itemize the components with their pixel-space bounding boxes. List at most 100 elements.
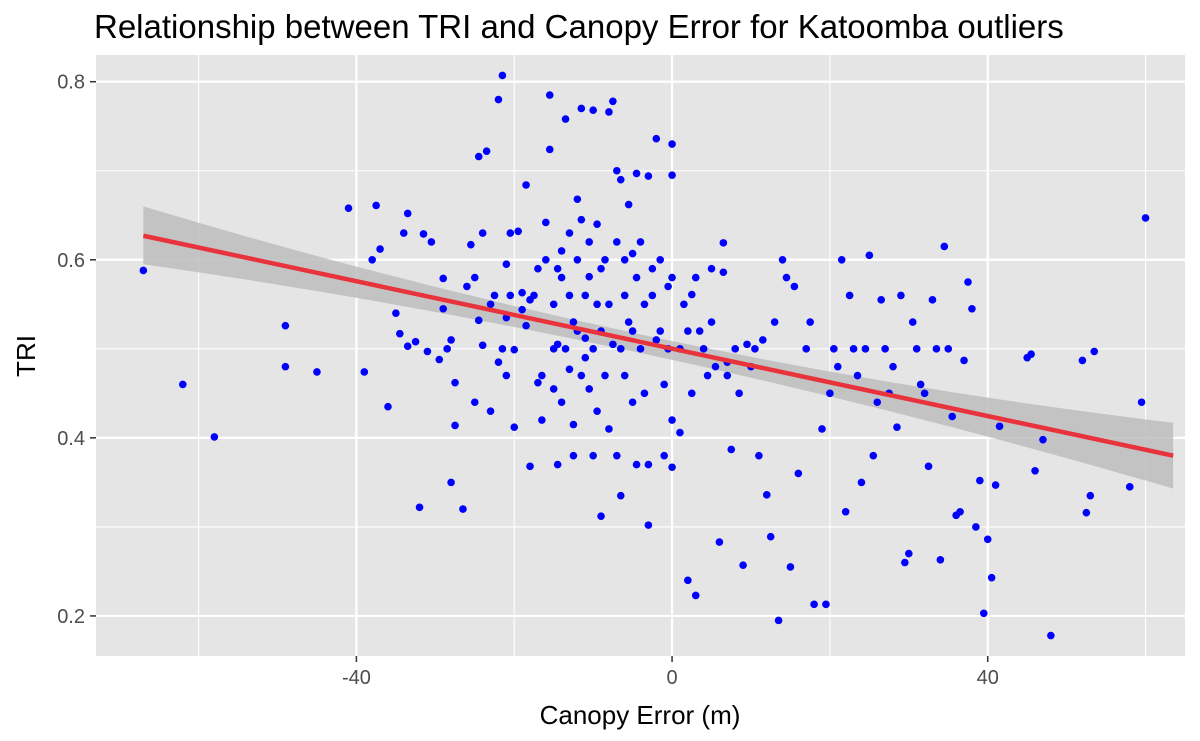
data-point <box>620 291 629 300</box>
data-point <box>976 476 984 485</box>
data-point <box>613 451 621 460</box>
data-point <box>735 389 743 398</box>
data-point <box>616 175 625 184</box>
data-point <box>605 425 613 433</box>
data-point <box>636 345 645 353</box>
data-point <box>810 600 818 609</box>
data-point <box>360 368 369 376</box>
data-point <box>399 229 408 237</box>
data-point <box>727 445 736 454</box>
data-point <box>463 282 471 291</box>
data-point <box>703 371 712 380</box>
data-point <box>644 521 653 529</box>
data-point <box>794 469 803 478</box>
data-point <box>620 371 629 380</box>
data-point <box>790 282 799 291</box>
data-point <box>644 172 653 180</box>
data-point <box>585 385 594 393</box>
data-point <box>313 368 321 376</box>
data-point <box>656 327 665 335</box>
data-point <box>565 365 574 374</box>
data-point <box>573 255 582 264</box>
data-point <box>1078 356 1087 365</box>
data-point <box>538 371 546 380</box>
data-point <box>474 152 483 161</box>
data-point <box>695 327 704 335</box>
data-point <box>940 242 949 251</box>
data-point <box>857 478 866 487</box>
data-point <box>403 209 412 218</box>
data-point <box>1031 467 1039 475</box>
data-point <box>944 345 953 353</box>
data-point <box>549 300 558 309</box>
data-point <box>589 451 597 460</box>
data-point <box>660 451 668 460</box>
data-point <box>597 264 605 273</box>
data-point <box>593 407 601 415</box>
data-point <box>869 451 878 460</box>
data-point <box>684 576 692 585</box>
x-tick-label: 0 <box>667 667 678 689</box>
data-point <box>470 398 479 407</box>
data-point <box>818 425 826 433</box>
data-point <box>668 171 676 179</box>
data-point <box>983 535 992 544</box>
data-point <box>557 273 566 282</box>
data-point <box>924 462 933 471</box>
chart-title: Relationship between TRI and Canopy Erro… <box>94 8 1064 45</box>
data-point <box>664 282 672 291</box>
data-point <box>435 355 444 364</box>
data-point <box>991 481 1000 489</box>
data-point <box>498 71 507 80</box>
data-point <box>652 336 661 344</box>
data-point <box>403 342 412 350</box>
y-axis: 0.2 0.4 0.6 0.8 <box>57 72 96 628</box>
data-point <box>581 291 590 300</box>
data-point <box>534 378 542 387</box>
data-point <box>526 462 534 471</box>
data-point <box>569 420 578 429</box>
data-point <box>459 505 467 513</box>
data-point <box>624 200 633 209</box>
y-tick-label: 0.2 <box>57 606 85 628</box>
data-point <box>972 523 980 531</box>
data-point <box>577 104 586 113</box>
data-point <box>502 371 511 380</box>
data-point <box>609 97 617 106</box>
data-point <box>684 327 692 335</box>
data-point <box>415 503 424 512</box>
data-point <box>494 95 503 104</box>
data-point <box>849 345 858 353</box>
data-point <box>281 321 290 330</box>
data-point <box>557 398 566 407</box>
data-point <box>510 423 519 431</box>
data-point <box>179 380 187 389</box>
data-point <box>751 345 759 353</box>
data-point <box>719 239 728 247</box>
data-point <box>743 340 751 349</box>
data-point <box>605 300 613 309</box>
data-point <box>1141 214 1150 222</box>
data-point <box>668 273 676 282</box>
data-point <box>719 268 728 277</box>
data-point <box>960 356 968 365</box>
data-point <box>396 329 404 338</box>
data-points <box>139 71 1150 640</box>
data-point <box>384 402 392 411</box>
y-tick-label: 0.6 <box>57 250 85 272</box>
data-point <box>589 106 597 115</box>
data-point <box>573 195 582 204</box>
data-point <box>853 371 862 380</box>
data-point <box>640 300 649 309</box>
data-point <box>616 345 625 353</box>
data-point <box>731 345 739 353</box>
data-point <box>916 380 925 389</box>
data-point <box>486 407 495 415</box>
data-point <box>498 345 507 353</box>
data-point <box>478 229 487 237</box>
x-tick-label: 40 <box>977 667 999 689</box>
data-point <box>451 421 459 430</box>
x-axis: -40 0 40 <box>342 656 999 689</box>
data-point <box>640 389 649 398</box>
